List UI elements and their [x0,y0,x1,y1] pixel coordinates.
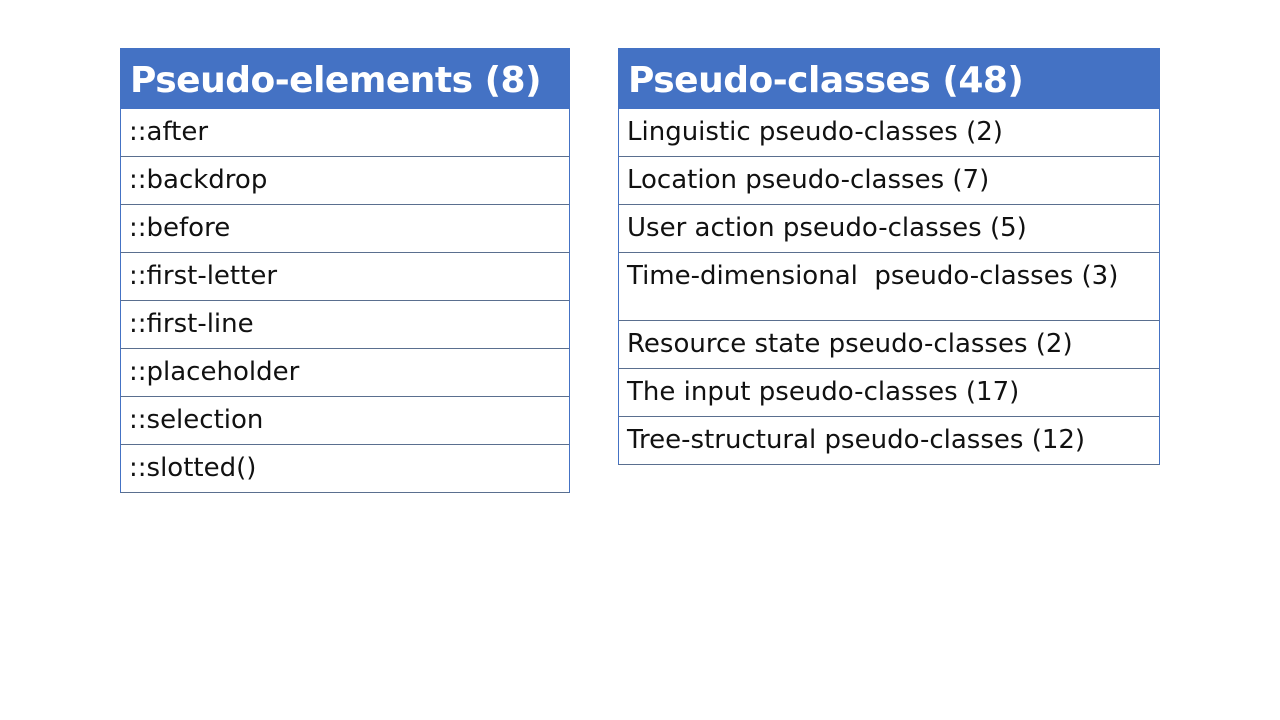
list-item: ::selection [120,397,570,445]
list-item: ::backdrop [120,157,570,205]
list-item: ::after [120,109,570,157]
list-item: Tree-structural pseudo-classes (12) [618,417,1160,465]
pseudo-classes-title: Pseudo-classes (48) [618,48,1160,109]
list-item: ::first-line [120,301,570,349]
list-item: Linguistic pseudo-classes (2) [618,109,1160,157]
pseudo-classes-table: Pseudo-classes (48) Linguistic pseudo-cl… [618,48,1160,465]
pseudo-elements-title: Pseudo-elements (8) [120,48,570,109]
list-item: ::before [120,205,570,253]
pseudo-elements-table: Pseudo-elements (8) ::after ::backdrop :… [120,48,570,493]
list-item: ::slotted() [120,445,570,493]
list-item: The input pseudo-classes (17) [618,369,1160,417]
list-item: ::first-letter [120,253,570,301]
list-item: Resource state pseudo-classes (2) [618,321,1160,369]
list-item: User action pseudo-classes (5) [618,205,1160,253]
list-item: Location pseudo-classes (7) [618,157,1160,205]
list-item: ::placeholder [120,349,570,397]
list-item: Time-dimensional pseudo-classes (3) [618,253,1160,321]
